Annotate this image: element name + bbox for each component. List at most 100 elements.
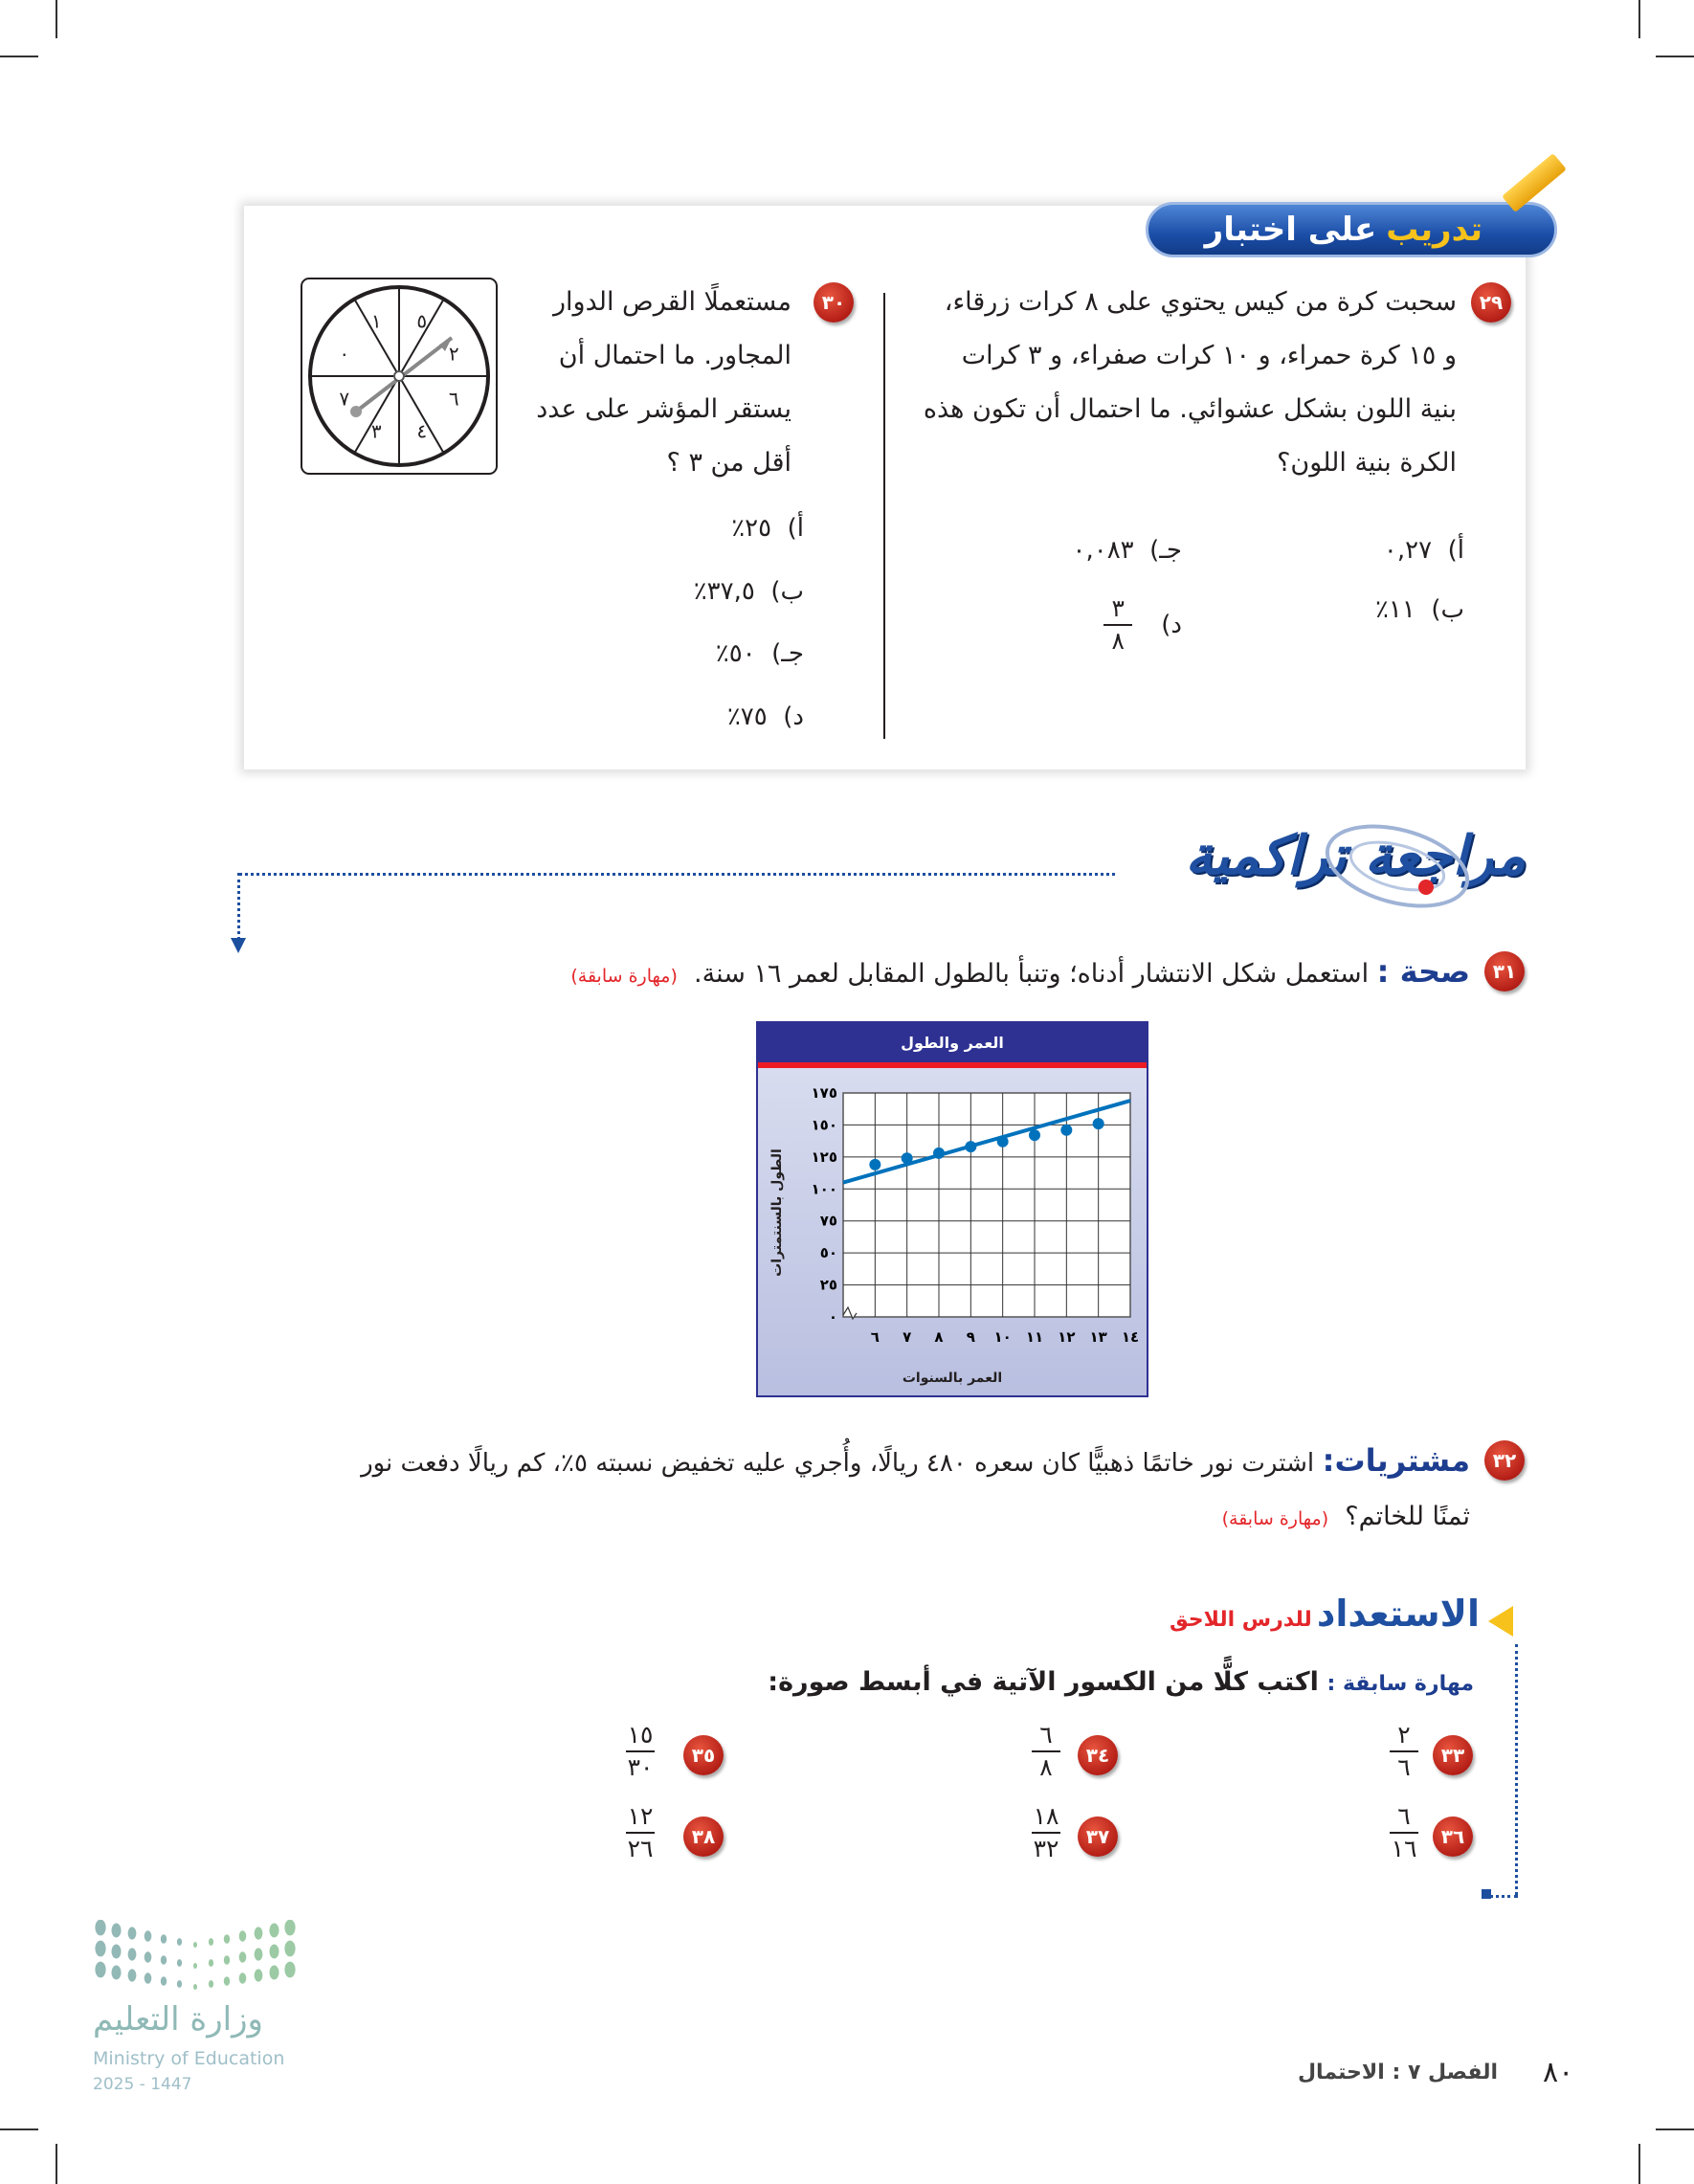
question-number-badge: ٣٠ bbox=[814, 282, 854, 323]
logo-dot bbox=[254, 1969, 263, 1982]
q30-line: أقل من ٣ ؟ bbox=[666, 448, 791, 478]
q29-line: سحبت كرة من كيس يحتوي على ٨ كرات زرقاء، bbox=[944, 287, 1457, 317]
q30-option-c[interactable]: جـ) ٥٠٪ bbox=[715, 639, 804, 668]
y-tick-label: ٥٠ bbox=[820, 1244, 837, 1261]
banner-highlight: تدريب bbox=[1386, 211, 1482, 249]
y-tick-label: ١٥٠ bbox=[812, 1116, 837, 1133]
numerator: ٦ bbox=[1397, 1802, 1411, 1830]
exercise-number-badge: ٣٧ bbox=[1078, 1816, 1118, 1857]
get-ready-title: الاستعداد bbox=[1316, 1593, 1480, 1635]
crop-mark bbox=[56, 2144, 57, 2184]
dotted-guide-line bbox=[1483, 1895, 1518, 1898]
chart-plot: ٦ ٧ ٨ ٩ ١٠ ١١ ١٢ ١٣ ١٤ ٠ ٢٥ ٥٠ ٧٥ ١٠٠ ١٢٥ ١٥٠ ١٧٥ bbox=[812, 1084, 1140, 1346]
get-ready-header: الاستعداد للدرس اللاحق bbox=[1170, 1593, 1480, 1635]
q29-option-a[interactable]: أ) ٠,٢٧ bbox=[1383, 536, 1464, 565]
logo-dot bbox=[111, 1923, 122, 1938]
y-tick-label: ٢٥ bbox=[820, 1277, 837, 1294]
logo-dot bbox=[144, 1951, 152, 1963]
spinner-number: ٣ bbox=[371, 419, 382, 442]
chart-y-axis-label: الطول بالسنتمترات bbox=[769, 1148, 785, 1277]
spinner-number: ٧ bbox=[339, 388, 349, 411]
axis-break bbox=[842, 1305, 858, 1321]
logo-dot bbox=[238, 1930, 247, 1942]
q32-topic: مشتريات: bbox=[1322, 1442, 1470, 1479]
logo-dot bbox=[95, 1940, 106, 1957]
data-point bbox=[901, 1152, 913, 1165]
exercise-number-badge: ٣٣ bbox=[1433, 1735, 1473, 1775]
spinner-number: ٦ bbox=[449, 388, 459, 411]
logo-dot bbox=[127, 1948, 137, 1961]
data-point bbox=[933, 1147, 945, 1159]
instruction-text: اكتب كلًّا من الكسور الآتية في أبسط صورة… bbox=[768, 1667, 1319, 1697]
logo-dot bbox=[208, 1938, 214, 1946]
logo-dot bbox=[254, 1948, 263, 1961]
denominator: ٦ bbox=[1397, 1753, 1411, 1781]
chart-title: العمر والطول bbox=[901, 1034, 1004, 1052]
logo-dot bbox=[208, 1959, 214, 1967]
logo-dot bbox=[193, 1984, 197, 1990]
fraction-bar bbox=[1390, 1750, 1418, 1752]
denominator: ٢٦ bbox=[627, 1835, 654, 1862]
fraction-bar bbox=[626, 1750, 655, 1752]
trend-line bbox=[842, 1099, 1131, 1185]
spinner-number: ٥ bbox=[416, 310, 427, 333]
banner-text: على اختبار bbox=[1204, 211, 1377, 249]
logo-dot bbox=[144, 1972, 152, 1984]
x-tick-label: ١٢ bbox=[1058, 1328, 1075, 1346]
logo-dot bbox=[95, 1920, 106, 1936]
badge-text: ٣٦ bbox=[1440, 1825, 1465, 1848]
exercise-number-badge: ٣٦ bbox=[1433, 1816, 1473, 1857]
logo-dot bbox=[284, 1940, 296, 1957]
y-tick-label: ١٧٥ bbox=[812, 1084, 837, 1102]
x-tick-label: ١١ bbox=[1026, 1328, 1043, 1346]
fraction-bar bbox=[1032, 1750, 1060, 1752]
exercise-number-badge: ٣٤ bbox=[1078, 1735, 1118, 1775]
x-tick-label: ١٣ bbox=[1090, 1328, 1107, 1346]
denominator: ٣٠ bbox=[627, 1753, 654, 1781]
logo-dot bbox=[176, 1980, 183, 1988]
badge-text: ٣٣ bbox=[1440, 1744, 1465, 1767]
q29-option-c[interactable]: جـ) ٠,٠٨٣ bbox=[1072, 536, 1183, 565]
spinner-number: ١ bbox=[371, 310, 382, 333]
dotted-guide-line bbox=[1515, 1644, 1518, 1895]
q29-line: بنية اللون بشكل عشوائي. ما احتمال أن تكو… bbox=[923, 394, 1457, 424]
scatter-chart: العمر والطول ٦ ٧ ٨ ٩ ١٠ ١١ ١٢ ١٣ ١٤ ٠ ٢٥ ٥٠ ٧٥ ١٠٠ ١٢٥… bbox=[756, 1021, 1148, 1397]
ministry-logo-year: 2025 - 1447 bbox=[93, 2075, 192, 2094]
badge-text: ٣٢ bbox=[1492, 1449, 1517, 1472]
y-tick-label: ١٢٥ bbox=[812, 1148, 837, 1166]
x-tick-label: ١٤ bbox=[1122, 1328, 1139, 1346]
logo-dot bbox=[160, 1955, 167, 1965]
q30-option-b[interactable]: ب) ٣٧,٥٪ bbox=[693, 577, 804, 606]
numerator: ٦ bbox=[1039, 1721, 1053, 1749]
logo-dot bbox=[223, 1976, 231, 1986]
logo-dot bbox=[223, 1934, 231, 1944]
badge-text: ٣٥ bbox=[691, 1744, 716, 1767]
crop-mark bbox=[1656, 2128, 1694, 2130]
x-tick-label: ٩ bbox=[967, 1328, 975, 1346]
badge-text: ٣٨ bbox=[691, 1825, 716, 1848]
badge-text: ٢٩ bbox=[1479, 291, 1504, 314]
denominator: ٣٢ bbox=[1033, 1835, 1059, 1862]
spinner-figure: ٥٢ ٦٤ ٣٧ ٠١ bbox=[301, 278, 498, 475]
logo-dot bbox=[95, 1961, 106, 1978]
page-number: ٨٠ bbox=[1543, 2056, 1574, 2089]
logo-dot bbox=[193, 1963, 197, 1969]
q30-option-a[interactable]: أ) ٢٥٪ bbox=[731, 514, 804, 543]
logo-dot bbox=[160, 1976, 167, 1986]
numerator: ١٥ bbox=[627, 1721, 654, 1749]
q29-option-b[interactable]: ب) ١١٪ bbox=[1374, 595, 1464, 624]
q30-line: المجاور. ما احتمال أن bbox=[558, 341, 791, 370]
logo-dot bbox=[269, 1965, 279, 1980]
q31-question: استعمل شكل الانتشار أدناه؛ وتنبأ بالطول … bbox=[694, 959, 1370, 989]
plot-area bbox=[842, 1092, 1131, 1318]
badge-text: ٣٧ bbox=[1085, 1825, 1110, 1848]
badge-text: ٣٤ bbox=[1085, 1744, 1110, 1767]
logo-dot bbox=[193, 1942, 197, 1948]
test-practice-banner: على اختبار تدريب bbox=[1146, 202, 1557, 257]
logo-dot bbox=[111, 1944, 122, 1959]
x-tick-label: ٨ bbox=[934, 1328, 943, 1346]
spinner-number: ٢ bbox=[449, 342, 459, 365]
crop-mark bbox=[1656, 56, 1694, 57]
q30-option-d[interactable]: د) ٧٥٪ bbox=[726, 702, 804, 731]
